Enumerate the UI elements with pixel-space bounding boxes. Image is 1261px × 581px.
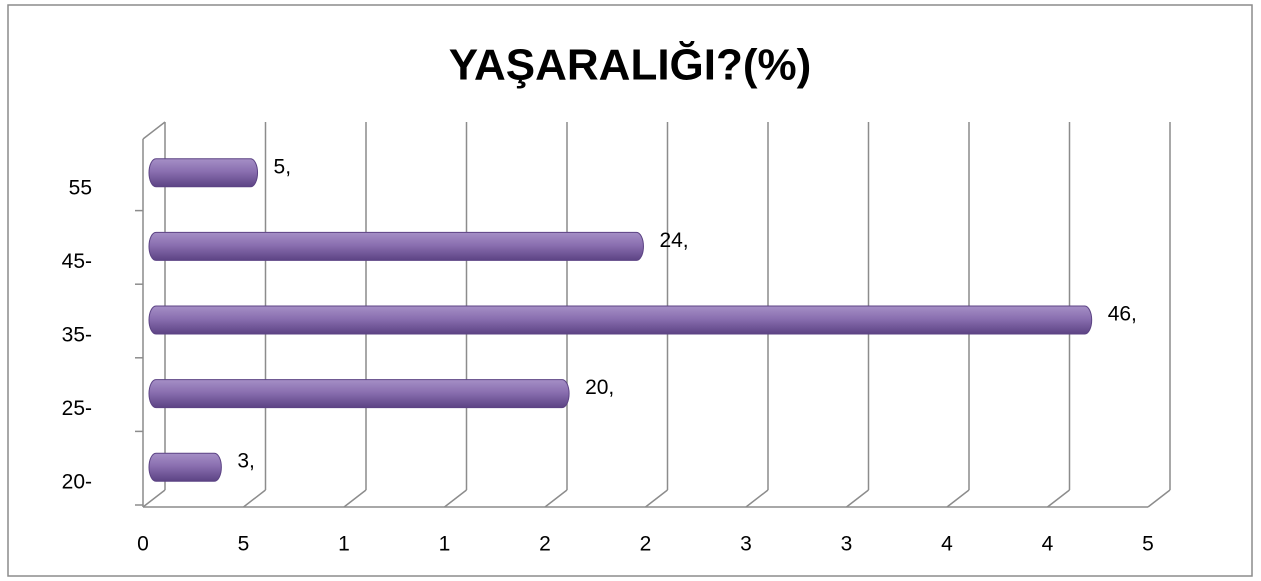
x-tick-label: 3 (740, 533, 752, 556)
grid-floor (343, 489, 367, 508)
x-tick-label: 4 (941, 533, 953, 556)
bar (148, 379, 570, 409)
x-tick-label: 2 (640, 533, 652, 556)
bar (148, 158, 259, 188)
value-label: 3, (237, 450, 255, 473)
chart-border (7, 4, 1253, 577)
x-tick-label: 5 (1142, 533, 1154, 556)
y-tick-label: 35- (62, 324, 92, 347)
x-tick-label: 5 (238, 533, 250, 556)
bar (148, 452, 222, 482)
x-tick-label: 0 (137, 533, 149, 556)
x-tick-label: 4 (1042, 533, 1054, 556)
grid-floor (745, 489, 769, 508)
y-tick-label: 25- (62, 397, 92, 420)
chart-title: YAŞARALIĞI?(%) (449, 40, 812, 90)
y-tick-label: 20- (62, 471, 92, 494)
x-tick-label: 2 (539, 533, 551, 556)
x-tick-label: 1 (338, 533, 350, 556)
grid-floor (1147, 489, 1171, 508)
bar (148, 305, 1093, 335)
value-label: 24, (659, 229, 688, 252)
grid-floor (544, 489, 568, 508)
grid-floor (142, 489, 166, 508)
grid-floor (444, 489, 467, 508)
y-axis-back (142, 121, 166, 140)
x-tick-label: 1 (439, 533, 451, 556)
grid-floor (846, 489, 869, 508)
bar (148, 231, 644, 261)
y-tick-label: 45- (62, 250, 92, 273)
grid-floor (1047, 489, 1070, 508)
x-tick-label: 3 (841, 533, 853, 556)
grid-floor (243, 489, 266, 508)
grid-floor (645, 489, 668, 508)
grid-floor (946, 489, 970, 508)
value-label: 46, (1108, 303, 1137, 326)
y-tick-label: 55 (69, 176, 92, 199)
value-label: 20, (585, 376, 614, 399)
value-label: 5, (274, 155, 292, 178)
